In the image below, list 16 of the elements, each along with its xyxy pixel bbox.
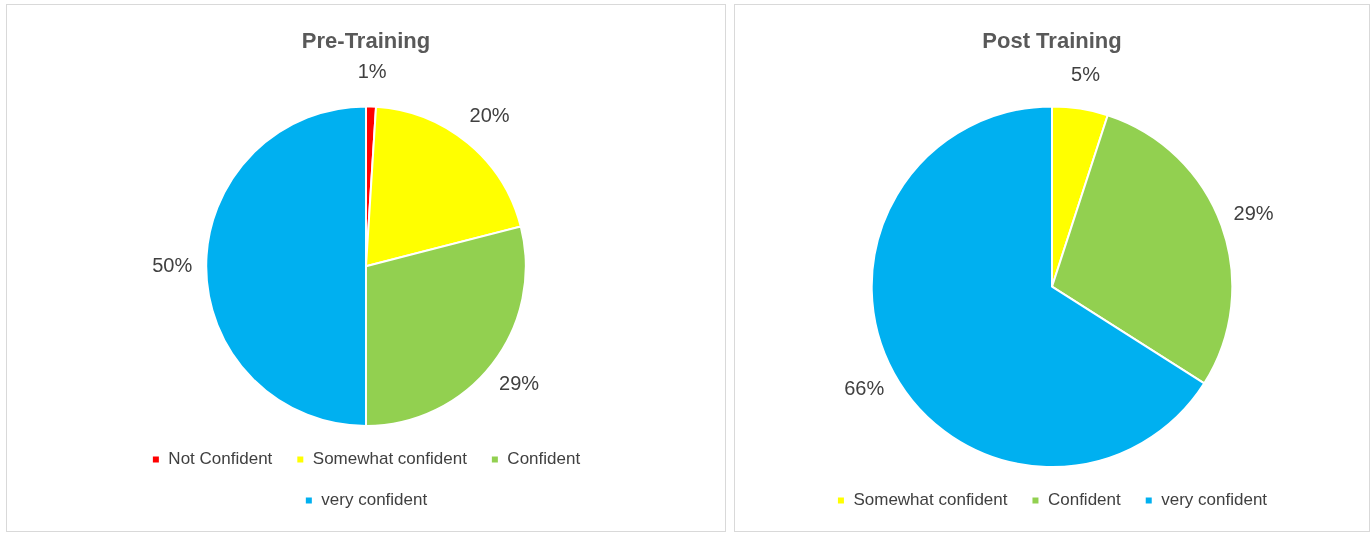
data-label: 20% bbox=[469, 104, 510, 127]
data-label: 50% bbox=[152, 253, 193, 276]
data-label: 1% bbox=[357, 60, 387, 83]
legend-label: Not Confident bbox=[168, 449, 273, 469]
chart-title: Post Training bbox=[982, 28, 1122, 54]
legend-label: Somewhat confident bbox=[312, 449, 468, 469]
data-label: 66% bbox=[844, 377, 885, 400]
data-label: 29% bbox=[499, 372, 540, 395]
data-label: 29% bbox=[1233, 201, 1274, 224]
legend-label: very confident bbox=[321, 490, 428, 510]
chart-title: Pre-Training bbox=[301, 28, 431, 54]
legend-label: Confident bbox=[1047, 490, 1122, 510]
data-label: 5% bbox=[1071, 62, 1101, 85]
legend-label: very confident bbox=[1161, 490, 1268, 510]
legend-label: Confident bbox=[507, 449, 581, 469]
legend-label: Somewhat confident bbox=[853, 490, 1008, 510]
